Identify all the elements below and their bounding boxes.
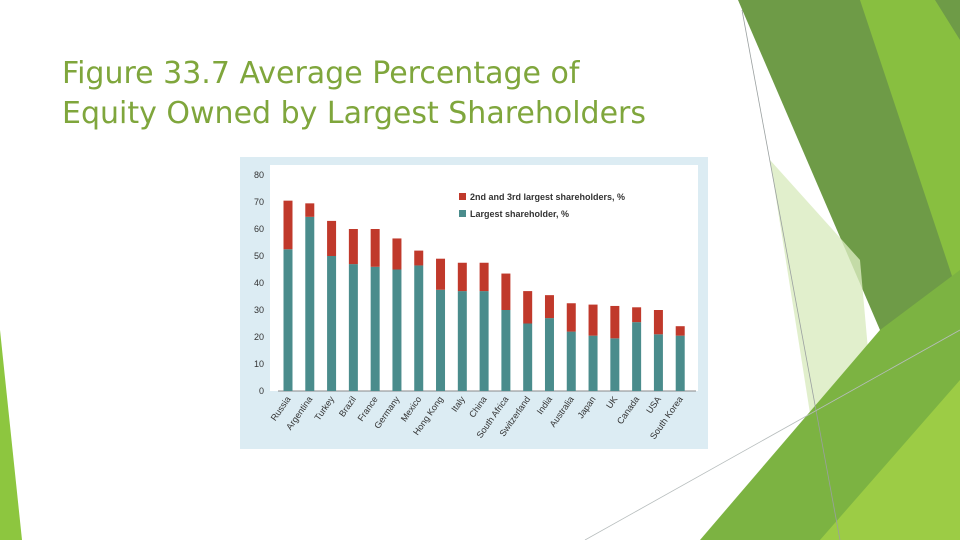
bar-second-third-shareholders (457, 262, 467, 292)
x-category-label: USA (644, 394, 663, 415)
bar-largest-shareholder (610, 338, 620, 391)
slide-title-line-2: Equity Owned by Largest Shareholders (62, 96, 647, 131)
bar-second-third-shareholders (392, 238, 402, 270)
x-category-label: Canada (615, 394, 641, 426)
bar-largest-shareholder (283, 249, 293, 391)
bar-largest-shareholder (566, 331, 576, 391)
bar-second-third-shareholders (501, 273, 511, 310)
bar-largest-shareholder (653, 334, 663, 391)
y-tick-label: 50 (254, 251, 264, 261)
bar-largest-shareholder (501, 310, 511, 391)
slide-title: Figure 33.7 Average Percentage of Equity… (62, 54, 722, 134)
bar-largest-shareholder (348, 264, 358, 391)
x-category-label: UK (604, 394, 619, 410)
bar-largest-shareholder (479, 291, 489, 391)
bar-largest-shareholder (392, 269, 402, 391)
bar-largest-shareholder (436, 289, 446, 391)
bar-second-third-shareholders (348, 229, 358, 265)
legend-label: 2nd and 3rd largest shareholders, % (470, 192, 625, 202)
bar-largest-shareholder (544, 318, 554, 391)
slide-title-line-1: Figure 33.7 Average Percentage of (62, 56, 580, 91)
bar-second-third-shareholders (327, 220, 337, 256)
y-tick-label: 10 (254, 359, 264, 369)
y-tick-label: 40 (254, 278, 264, 288)
decor-line-2 (584, 329, 960, 540)
bar-second-third-shareholders (523, 291, 533, 324)
bar-largest-shareholder (632, 322, 642, 391)
x-category-label: Italy (449, 394, 467, 414)
decor-shape-left (0, 330, 22, 540)
bar-largest-shareholder (414, 265, 424, 391)
bar-second-third-shareholders (653, 310, 663, 335)
y-tick-label: 30 (254, 305, 264, 315)
y-tick-label: 80 (254, 170, 264, 180)
y-tick-label: 60 (254, 224, 264, 234)
bar-largest-shareholder (457, 291, 467, 391)
bar-second-third-shareholders (305, 203, 315, 217)
bar-second-third-shareholders (283, 200, 293, 250)
bar-largest-shareholder (327, 256, 337, 391)
bar-second-third-shareholders (544, 295, 554, 319)
x-category-label: India (535, 394, 554, 416)
bar-largest-shareholder (588, 335, 598, 391)
legend-swatch (459, 210, 466, 217)
y-tick-label: 70 (254, 197, 264, 207)
x-category-label: Japan (575, 394, 597, 420)
bar-second-third-shareholders (610, 305, 620, 339)
chart-panel: 0 10 20 30 40 50 60 70 80 Russia Argentina Turkey B… (240, 157, 708, 449)
bar-second-third-shareholders (370, 229, 380, 267)
x-category-label: China (467, 394, 489, 419)
legend-swatch (459, 193, 466, 200)
bar-second-third-shareholders (414, 250, 424, 266)
legend-label: Largest shareholder, % (470, 209, 569, 219)
bar-second-third-shareholders (566, 303, 576, 332)
decor-shape-bottom-light (820, 380, 960, 540)
bar-largest-shareholder (370, 266, 380, 391)
bar-largest-shareholder (675, 335, 685, 391)
bar-second-third-shareholders (675, 326, 685, 336)
x-category-label: Turkey (312, 394, 336, 422)
bar-second-third-shareholders (479, 262, 489, 292)
bar-largest-shareholder (523, 323, 533, 391)
y-tick-label: 20 (254, 332, 264, 342)
decor-line-1 (741, 9, 841, 540)
bar-second-third-shareholders (632, 307, 642, 323)
decor-shape-right-light (860, 0, 960, 300)
bar-second-third-shareholders (588, 304, 598, 336)
x-category-label: Brazil (337, 394, 358, 418)
bar-second-third-shareholders (436, 258, 446, 290)
y-tick-label: 0 (259, 386, 264, 396)
bar-largest-shareholder (305, 216, 315, 391)
